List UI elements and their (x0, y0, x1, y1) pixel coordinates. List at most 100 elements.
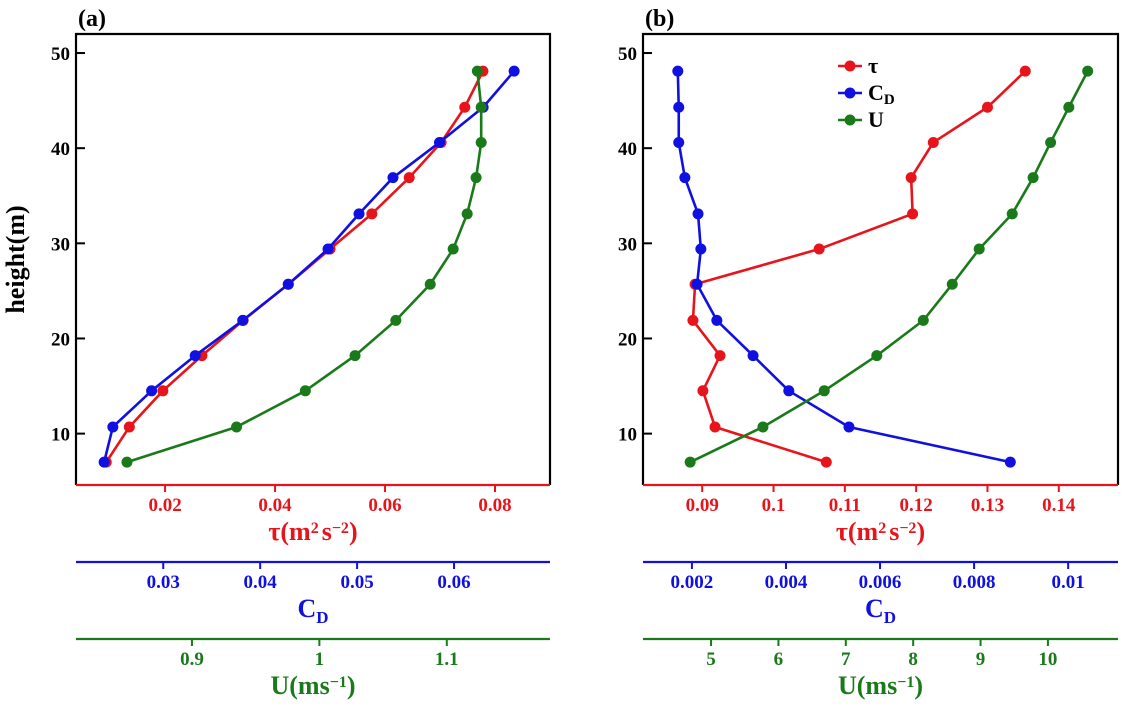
title-sup: −1 (330, 674, 347, 691)
data-point-u (1027, 172, 1039, 184)
data-point-cd (679, 172, 691, 184)
data-point-u (871, 350, 883, 362)
data-point-u (946, 278, 958, 290)
x-tick-label-tau: 0.09 (686, 495, 719, 516)
title-part: ) (914, 671, 923, 700)
x-tick-label-u: 1 (315, 649, 325, 670)
x-tick-label-tau: 0.08 (478, 495, 511, 516)
legend-label-sub: D (884, 92, 895, 108)
data-point-u (917, 314, 929, 326)
x-tick-label-u: 6 (774, 649, 784, 670)
data-point-tau (697, 385, 709, 397)
y-tick-label: 50 (51, 44, 70, 65)
y-tick-label: 50 (618, 44, 637, 65)
data-point-tau (366, 208, 378, 220)
title-sup: −1 (897, 674, 914, 691)
x-tick-label-u: 5 (706, 649, 716, 670)
data-point-u (757, 421, 769, 433)
x-tick-label-u: 1.1 (435, 649, 459, 670)
title-sup: −2 (899, 520, 916, 537)
data-point-cd (783, 385, 795, 397)
data-point-u (299, 385, 311, 397)
title-sup: −2 (332, 520, 349, 537)
y-tick-label: 10 (618, 425, 637, 446)
x-tick-label-tau: 0.12 (900, 495, 933, 516)
plot-frame (74, 32, 552, 485)
series-line-u (689, 70, 1089, 464)
x-tick-label-tau: 0.04 (258, 495, 292, 516)
y-tick-label: 10 (51, 425, 70, 446)
title-part: s (889, 517, 899, 546)
data-point-tau (927, 136, 939, 148)
data-point-tau (123, 421, 135, 433)
data-point-u (447, 243, 459, 255)
panel-b: (b) 10 20 30 40 50 0.09 0.1 0.11 0.12 0.13 0.14 τ(m2… (618, 6, 1120, 700)
data-point-tau (403, 172, 415, 184)
x-axis-title-tau: τ(m2 s−2) (836, 517, 925, 546)
y-tick-label: 20 (51, 329, 70, 350)
legend-label: U (868, 107, 884, 132)
data-point-u (461, 208, 473, 220)
data-point-cd (322, 243, 334, 255)
data-point-tau (459, 101, 471, 113)
x-tick-label-cd: 0.008 (953, 572, 996, 593)
title-part: U(ms (838, 671, 897, 700)
data-point-u (349, 350, 361, 362)
title-sup: 2 (878, 520, 886, 537)
legend-swatch-marker (844, 114, 856, 126)
data-point-u (475, 101, 487, 113)
data-point-tau (820, 456, 832, 468)
data-point-cd (692, 208, 704, 220)
data-point-cd (695, 243, 707, 255)
x-tick-label-tau: 0.1 (762, 495, 786, 516)
data-point-u (475, 136, 487, 148)
y-tick-label: 30 (618, 234, 637, 255)
title-part: s (322, 517, 332, 546)
x-tick-label-u: 10 (1038, 649, 1057, 670)
data-point-tau (714, 350, 726, 362)
series-line-tau (691, 70, 1027, 464)
x-axis-title-u: U(ms−1) (838, 671, 923, 700)
data-point-cd (107, 421, 119, 433)
legend-label-text: C (868, 80, 884, 105)
title-part: τ(m (268, 517, 311, 546)
data-point-tau (905, 172, 917, 184)
x-tick-label-cd: 0.004 (765, 572, 808, 593)
data-point-u (1006, 208, 1018, 220)
x-tick-label-u: 0.9 (180, 649, 204, 670)
title-part: ) (916, 517, 925, 546)
data-point-cd (711, 314, 723, 326)
x-axis-title-u: U(ms−1) (270, 671, 355, 700)
data-point-tau (1019, 65, 1031, 77)
data-point-tau (687, 314, 699, 326)
data-point-cd (843, 421, 855, 433)
data-point-cd (673, 101, 685, 113)
data-point-u (684, 456, 696, 468)
panel-label: (a) (78, 6, 106, 32)
data-point-cd (237, 314, 249, 326)
title-part: ) (347, 671, 356, 700)
data-point-u (471, 65, 483, 77)
x-tick-label-cd: 0.01 (1052, 572, 1085, 593)
series-line-tau (105, 70, 485, 463)
data-point-cd (691, 278, 703, 290)
panel-label: (b) (645, 6, 674, 32)
title-part: τ(m (836, 517, 879, 546)
data-point-u (231, 421, 243, 433)
y-tick-label: 40 (618, 139, 637, 160)
legend-swatch-marker (844, 87, 856, 99)
x-tick-label-tau: 0.02 (148, 495, 181, 516)
title-part: C (297, 594, 316, 623)
data-point-cd (433, 136, 445, 148)
legend-label: τ (868, 53, 878, 78)
data-point-u (1063, 101, 1075, 113)
x-tick-label-u: 8 (908, 649, 918, 670)
data-point-u (1082, 65, 1094, 77)
data-point-cd (146, 385, 158, 397)
data-point-cd (282, 278, 294, 290)
title-sub: D (316, 608, 328, 627)
data-point-cd (189, 350, 201, 362)
title-part: ) (349, 517, 358, 546)
